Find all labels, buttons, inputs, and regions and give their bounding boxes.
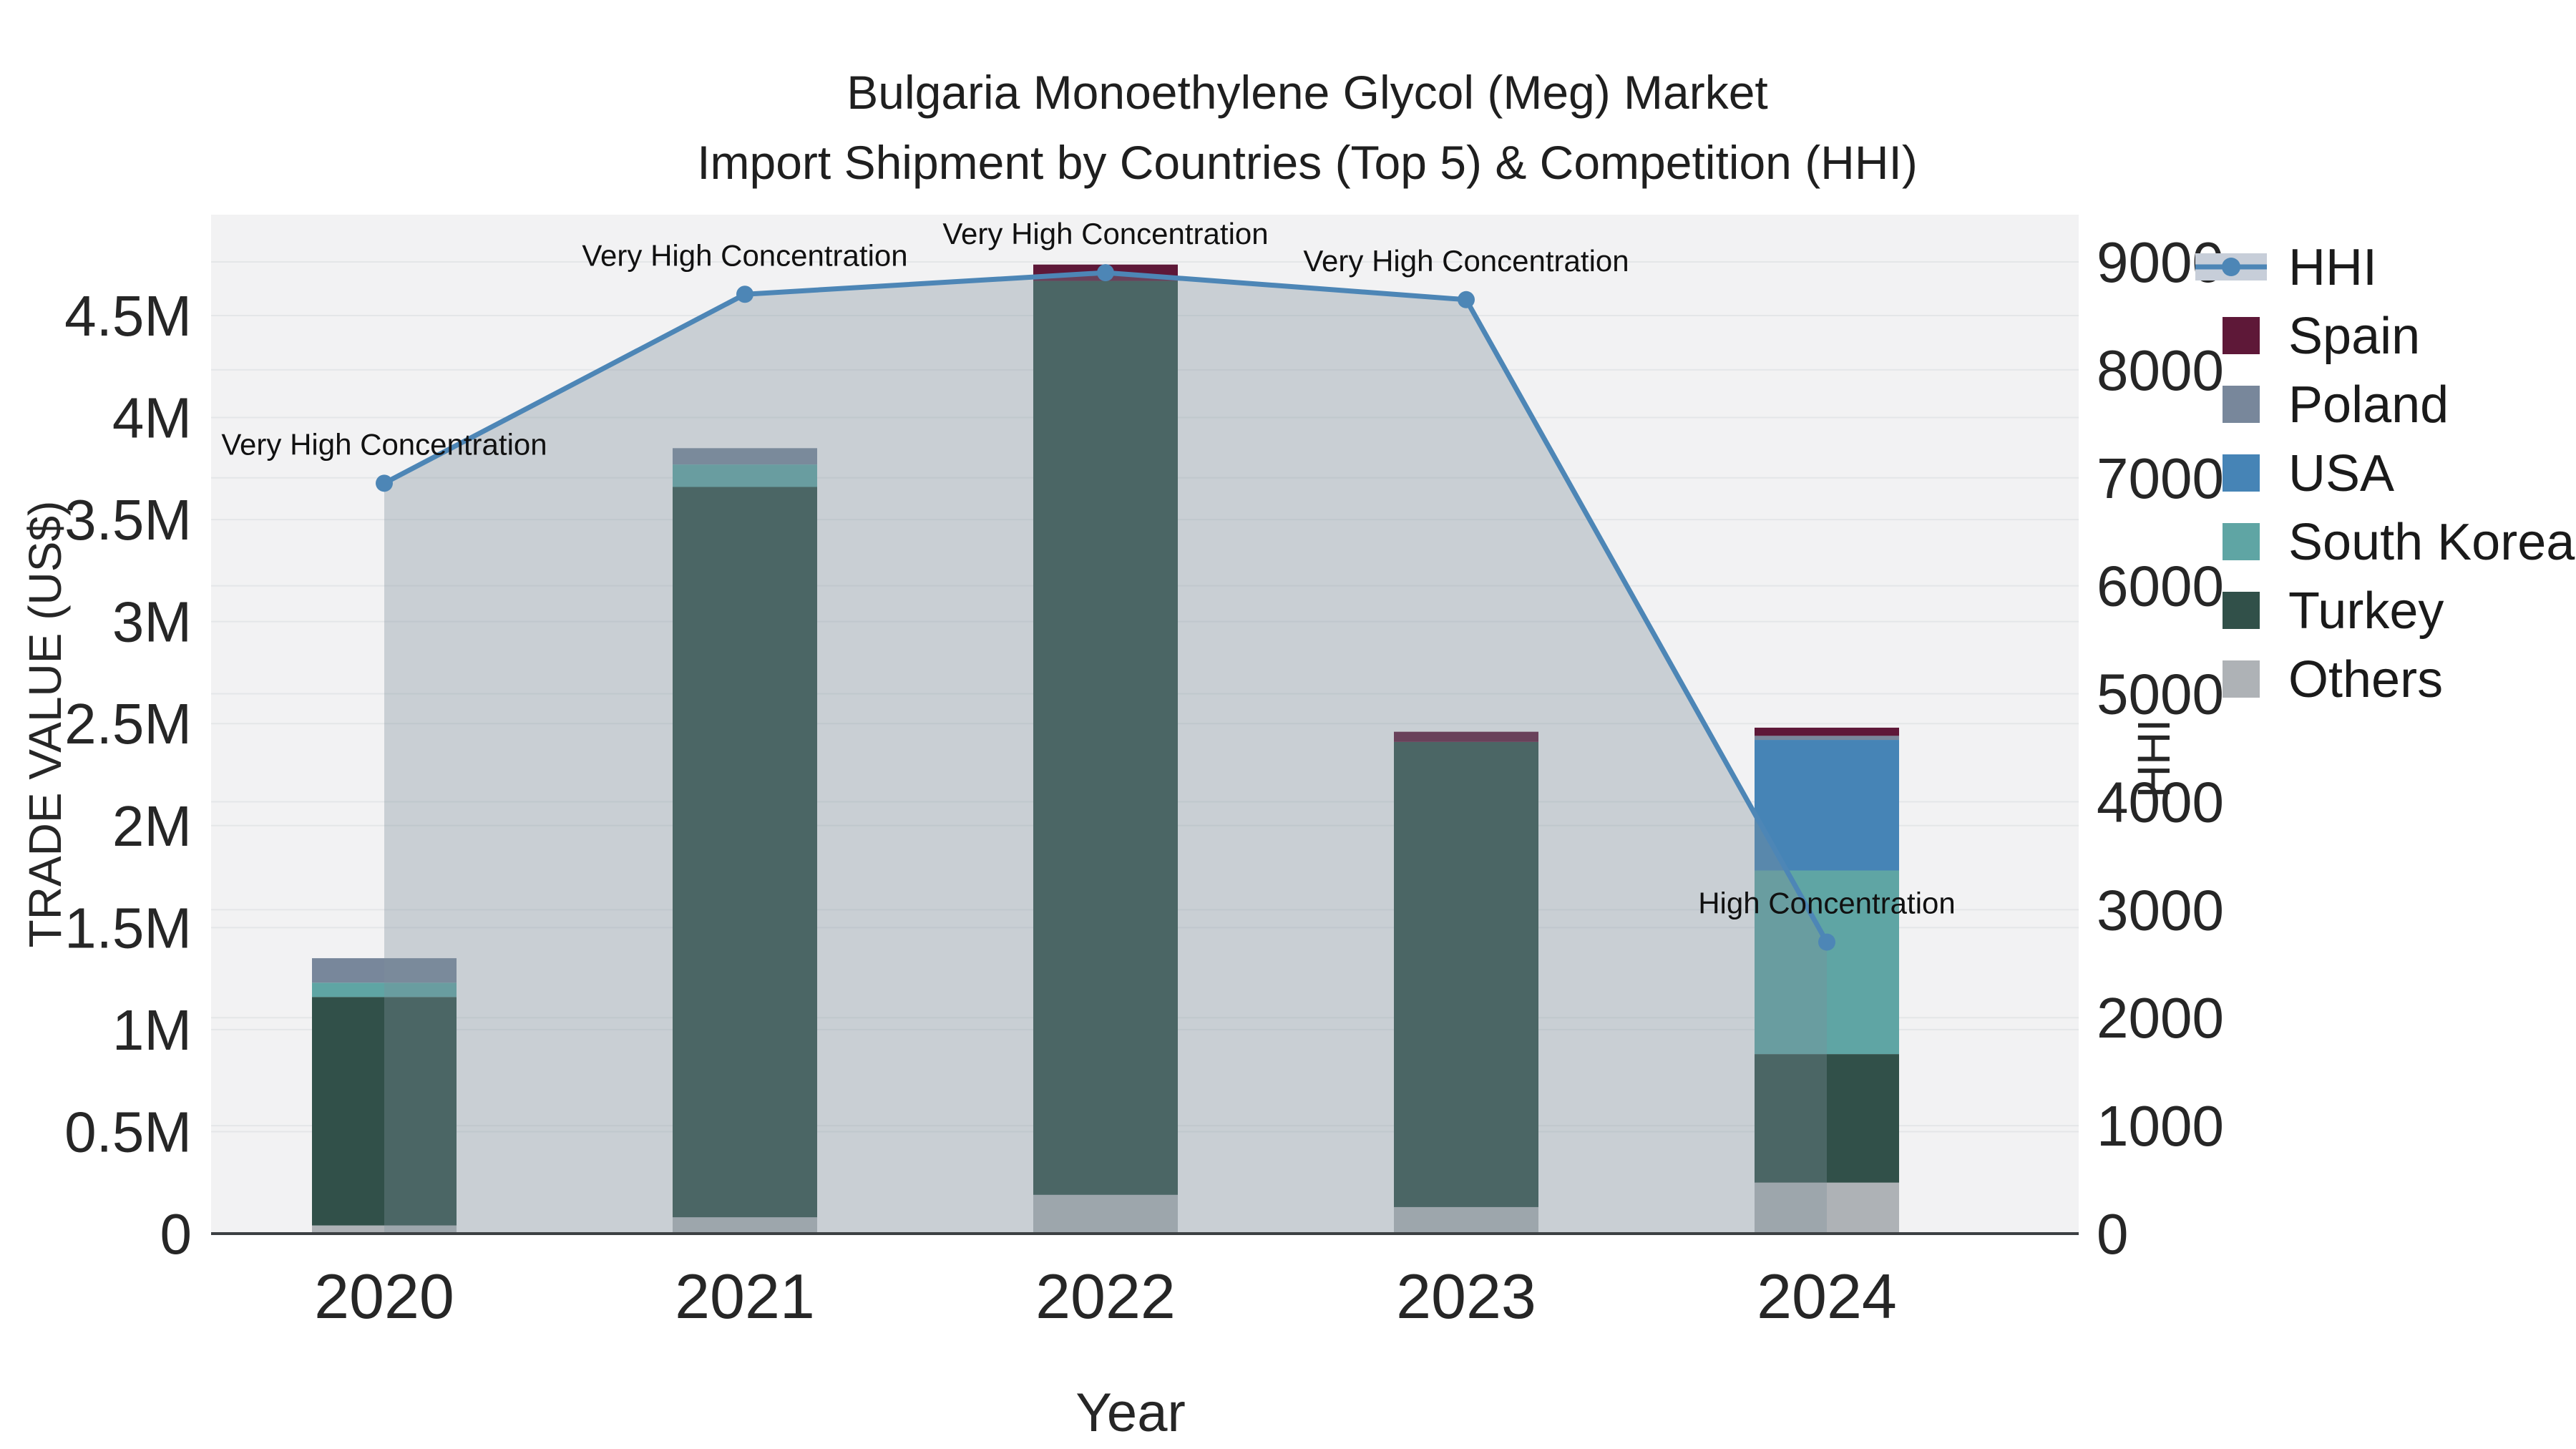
bar-segment-2022-others (1033, 1194, 1178, 1234)
legend-item-usa[interactable]: USA (2223, 445, 2394, 502)
y-left-tick-2M: 2M (112, 794, 192, 858)
chart-title-line2: Import Shipment by Countries (Top 5) & C… (697, 136, 1918, 189)
y-left-tick-0.5M: 0.5M (64, 1100, 192, 1163)
legend-label: Poland (2288, 376, 2449, 434)
x-tick-2022: 2022 (1035, 1261, 1176, 1332)
legend-swatch-usa (2223, 454, 2260, 492)
stacked-bars (312, 264, 1899, 1234)
y-axis-left-title: TRADE VALUE (US$) (19, 501, 71, 948)
y-right-tick-1000: 1000 (2097, 1094, 2224, 1158)
y-right-tick-3000: 3000 (2097, 878, 2224, 942)
legend: HHI Spain Poland USA South Korea Turkey Others (2195, 239, 2575, 708)
annotation-2024: High Concentration (1698, 887, 1956, 920)
legend-label: USA (2288, 445, 2394, 502)
legend-item-others[interactable]: Others (2223, 651, 2443, 708)
hhi-area-fill (384, 273, 1827, 1234)
legend-swatch-others (2223, 660, 2260, 698)
bar-segment-2020-turkey (312, 997, 457, 1226)
legend-label: HHI (2288, 239, 2377, 296)
legend-swatch-poland (2223, 386, 2260, 423)
x-tick-2021: 2021 (675, 1261, 815, 1332)
bar-segment-2021-poland (673, 448, 817, 465)
x-axis-tick-labels: 2020 2021 2022 2023 2024 (314, 1261, 1897, 1332)
legend-label: Spain (2288, 308, 2420, 365)
y-right-tick-2000: 2000 (2097, 986, 2224, 1050)
hhi-marker-2024 (1818, 933, 1835, 951)
x-tick-2024: 2024 (1757, 1261, 1897, 1332)
legend-item-hhi[interactable]: HHI (2195, 239, 2377, 296)
y-right-tick-8000: 8000 (2097, 338, 2224, 402)
annotations: Very High Concentration Very High Concent… (221, 217, 1955, 920)
y-left-tick-2.5M: 2.5M (64, 692, 192, 756)
hhi-marker-2022 (1097, 264, 1114, 282)
chart-title-line1: Bulgaria Monoethylene Glycol (Meg) Marke… (847, 66, 1768, 119)
x-tick-2023: 2023 (1396, 1261, 1536, 1332)
y-left-tick-1.5M: 1.5M (64, 896, 192, 960)
bar-segment-2024-spain (1755, 727, 1899, 736)
legend-item-turkey[interactable]: Turkey (2223, 582, 2444, 640)
legend-swatch-south-korea (2223, 523, 2260, 560)
legend-label: South Korea (2288, 514, 2575, 571)
bar-segment-2021-south-korea (673, 464, 817, 487)
annotation-2021: Very High Concentration (582, 238, 907, 272)
legend-swatch-turkey (2223, 592, 2260, 629)
bar-segment-2023-spain (1394, 731, 1538, 742)
bar-segment-2024-turkey (1755, 1054, 1899, 1183)
legend-swatch-spain (2223, 317, 2260, 354)
bar-segment-2024-usa (1755, 740, 1899, 871)
x-tick-2020: 2020 (314, 1261, 454, 1332)
legend-label: Turkey (2288, 582, 2444, 640)
legend-item-south-korea[interactable]: South Korea (2223, 514, 2575, 571)
hhi-marker-2021 (736, 286, 753, 303)
bar-segment-2024-others (1755, 1182, 1899, 1234)
bar-segment-2020-south-korea (312, 982, 457, 997)
y-right-tick-7000: 7000 (2097, 447, 2224, 510)
hhi-markers (376, 264, 1835, 951)
y-right-tick-4000: 4000 (2097, 770, 2224, 834)
y-left-tick-0: 0 (160, 1202, 192, 1266)
annotation-2022: Very High Concentration (942, 217, 1268, 250)
legend-hhi-marker-sample (2222, 258, 2240, 276)
legend-item-spain[interactable]: Spain (2223, 308, 2420, 365)
y-left-tick-4M: 4M (112, 386, 192, 450)
bar-segment-2024-south-korea (1755, 870, 1899, 1055)
bar-segment-2021-turkey (673, 487, 817, 1218)
bar-segment-2020-others (312, 1225, 457, 1234)
y-axis-left-tick-labels: 0 0.5M 1M 1.5M 2M 2.5M 3M 3.5M 4M 4.5M (64, 284, 192, 1266)
hhi-marker-2023 (1458, 291, 1475, 308)
y-right-tick-6000: 6000 (2097, 555, 2224, 618)
annotation-2023: Very High Concentration (1303, 244, 1629, 278)
annotation-2020: Very High Concentration (221, 427, 547, 461)
hhi-marker-2020 (376, 474, 393, 492)
x-axis-title: Year (1075, 1382, 1186, 1443)
y-right-tick-0: 0 (2097, 1202, 2129, 1266)
y-left-tick-4.5M: 4.5M (64, 284, 192, 348)
bar-segment-2022-turkey (1033, 280, 1178, 1195)
bar-segment-2020-poland (312, 958, 457, 983)
bar-segment-2024-poland (1755, 736, 1899, 741)
bar-segment-2023-turkey (1394, 741, 1538, 1207)
legend-item-poland[interactable]: Poland (2223, 376, 2449, 434)
legend-label: Others (2288, 651, 2443, 708)
bar-segment-2021-others (673, 1217, 817, 1234)
y-axis-right-title: HHI (2128, 719, 2180, 798)
y-left-tick-3M: 3M (112, 590, 192, 654)
y-left-tick-3.5M: 3.5M (64, 488, 192, 552)
y-left-tick-1M: 1M (112, 998, 192, 1062)
bar-segment-2023-others (1394, 1206, 1538, 1234)
y-right-tick-5000: 5000 (2097, 663, 2224, 726)
